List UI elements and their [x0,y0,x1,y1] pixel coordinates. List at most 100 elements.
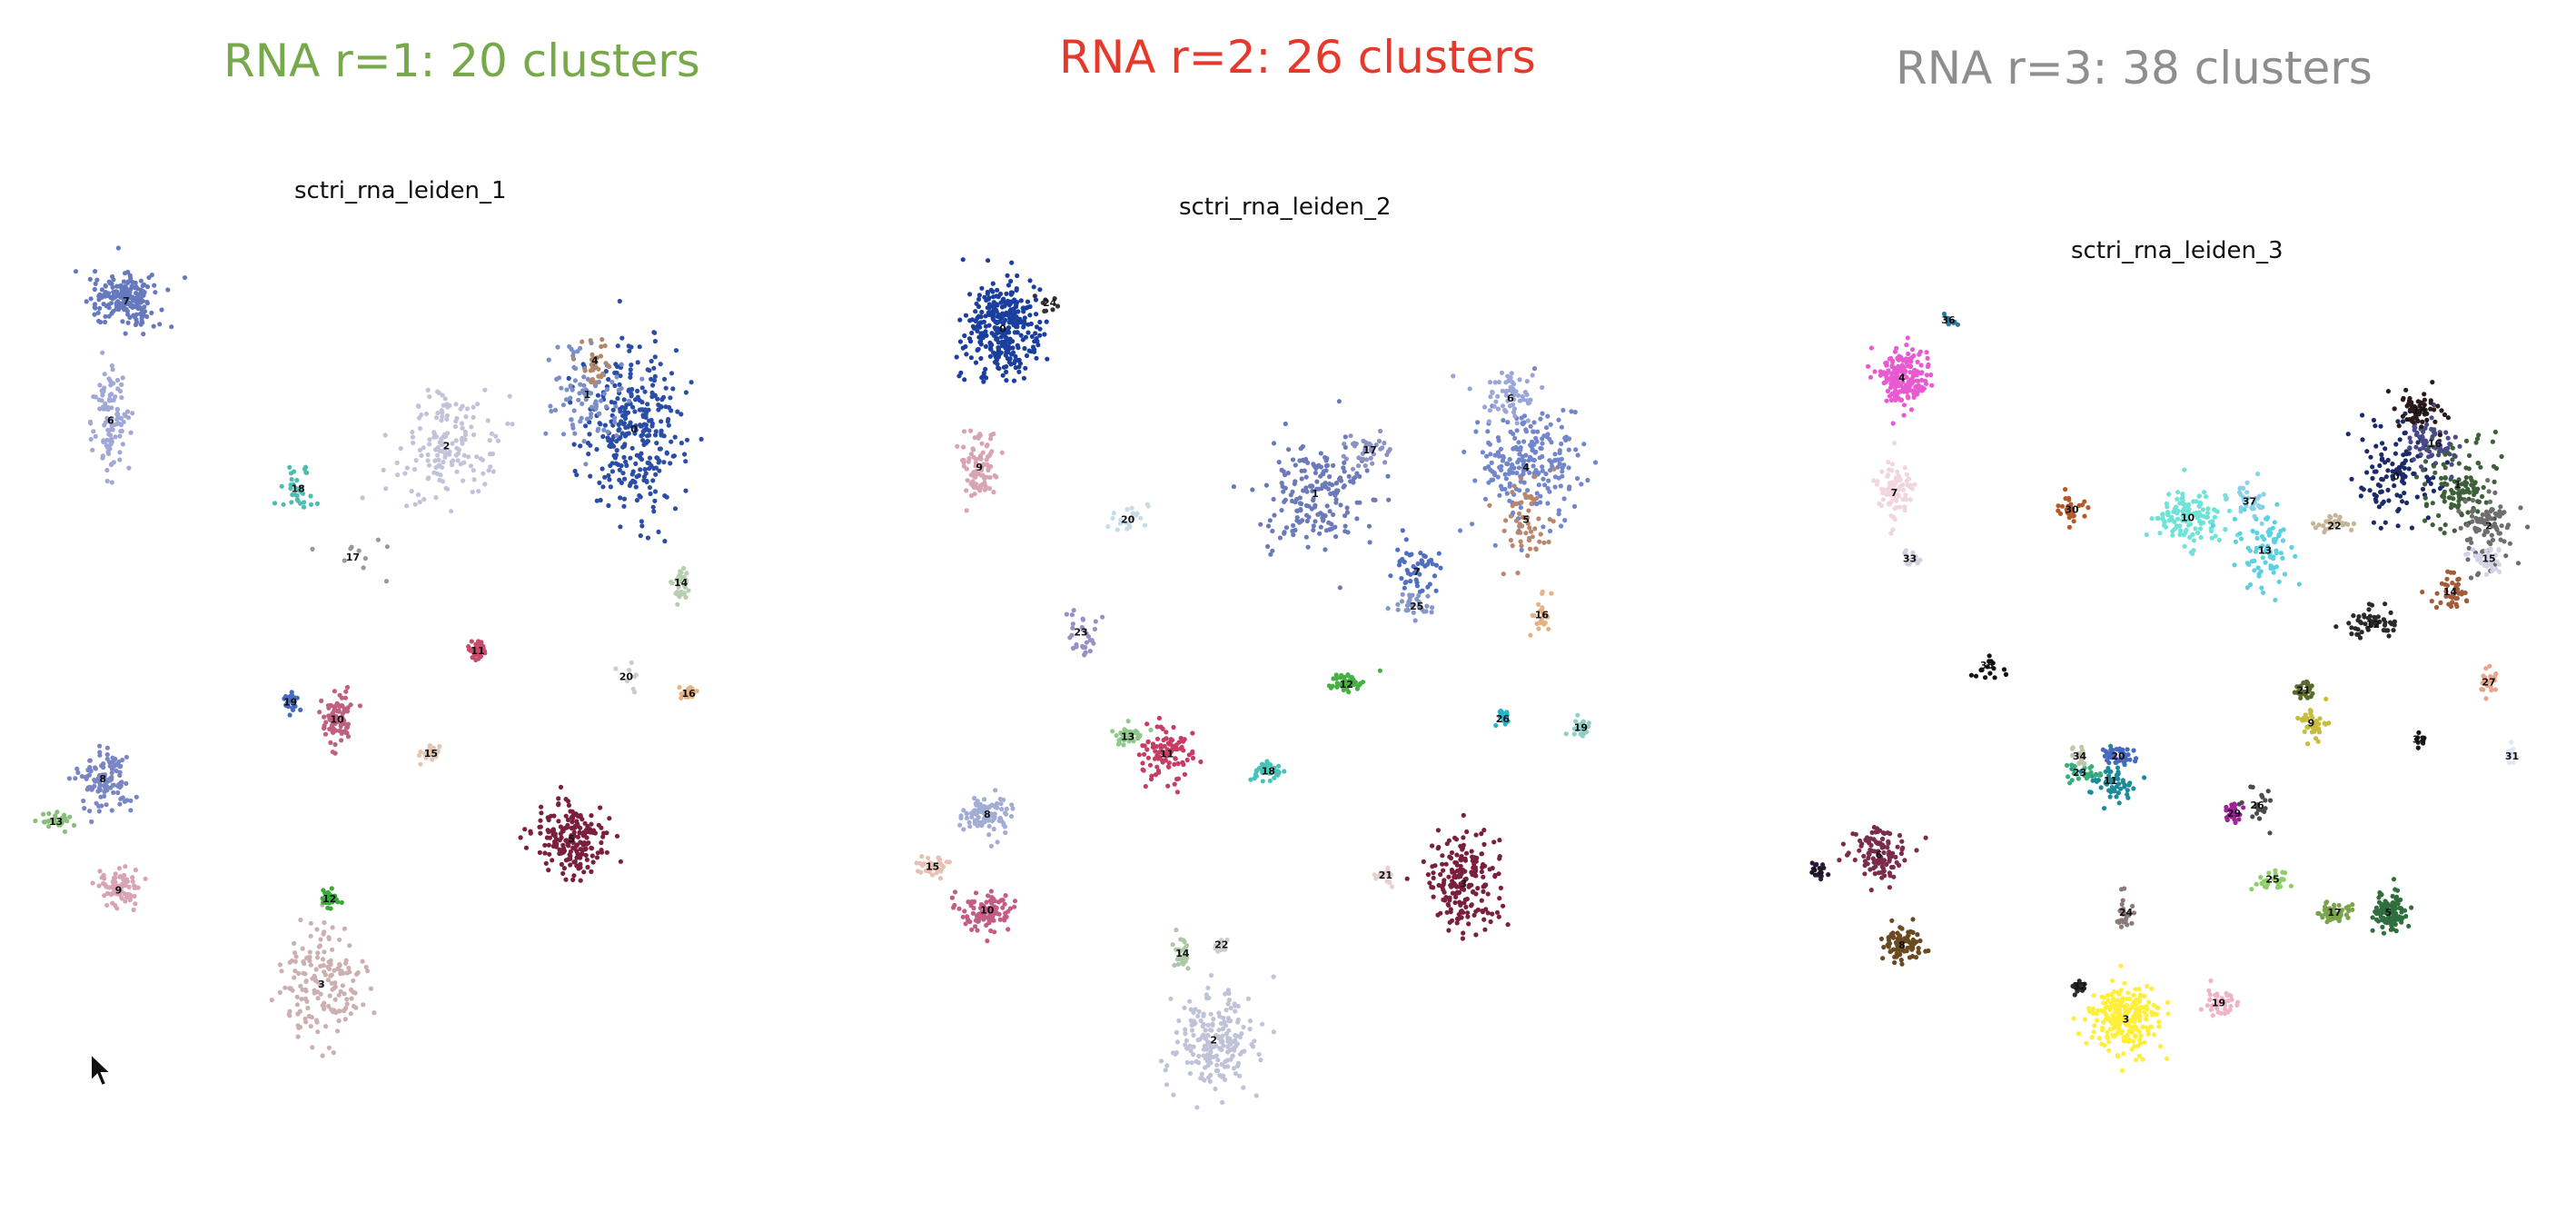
cell-point [1188,1007,1194,1012]
cell-point [2470,519,2475,524]
cell-point [2092,1023,2097,1028]
cluster-label-18: 18 [1262,766,1275,778]
cell-point [2127,1018,2134,1024]
cell-point [1213,1086,1218,1092]
cell-point [1454,862,1460,868]
cell-point [1310,488,1315,494]
cell-point [322,890,328,896]
cell-point [976,455,982,462]
cell-point [1252,1038,1257,1044]
cell-point [649,423,655,429]
cell-point [1301,488,1306,493]
cell-point [2494,527,2500,532]
cell-point [1163,1068,1168,1073]
cell-point [1125,719,1131,724]
cell-point [279,969,284,974]
cell-point [299,997,304,1002]
cell-point [1187,998,1193,1004]
cell-point [595,428,600,433]
cell-point [1542,621,1548,626]
cell-point [1282,499,1287,504]
cell-point [652,498,658,503]
cell-point [1001,313,1006,318]
cell-point [325,978,331,983]
cluster-label-11: 11 [471,645,484,657]
cell-point [612,382,618,389]
cell-point [1002,824,1007,830]
cell-point [617,298,622,304]
cell-point [652,432,659,438]
cell-point [669,371,675,376]
cell-point [1180,760,1185,765]
cell-point [1362,463,1368,469]
cell-point [1548,467,1553,473]
cell-point [1173,756,1178,761]
cell-point [584,835,590,840]
cell-point [951,905,956,910]
cell-point [1877,840,1882,846]
cell-point [1496,380,1501,385]
cluster-13-points [1110,719,1154,748]
cluster-6-points [1837,824,1928,893]
cell-point [639,519,645,524]
cell-point [1915,359,1920,364]
cell-point [292,969,298,974]
cell-point [1313,519,1318,524]
cell-point [433,495,439,501]
cell-point [2383,474,2389,480]
cell-point [1327,509,1333,514]
cell-point [2481,484,2486,491]
cell-point [1291,522,1296,528]
cell-point [565,799,571,804]
cell-point [2096,1036,2102,1041]
cell-point [569,417,574,422]
cell-point [2388,927,2393,932]
cell-point [2442,489,2447,494]
cell-point [1006,283,1012,288]
cell-point [1435,828,1441,833]
cell-point [297,487,302,492]
cell-point [1093,619,1098,624]
cell-point [1525,553,1531,559]
cell-point [2391,877,2397,882]
cell-point [927,860,933,866]
cell-point [632,431,638,436]
cell-point [137,304,143,310]
cell-point [1205,985,1211,990]
cell-point [1919,377,1925,382]
cell-point [1919,388,1925,393]
cell-point [2463,438,2470,443]
cell-point [1342,513,1348,519]
cell-point [568,383,573,389]
cell-point [292,940,297,946]
cell-point [304,998,310,1004]
cell-point [1547,517,1552,522]
cell-point [1312,463,1317,469]
cell-point [118,763,124,770]
cell-point [583,846,589,851]
cell-point [528,830,533,836]
cell-point [1348,433,1353,439]
cell-point [641,428,647,433]
cell-point [1314,486,1320,492]
cell-point [1507,403,1513,409]
cell-point [1323,481,1328,486]
cell-point [384,544,390,550]
cluster-label-20: 20 [1121,514,1135,526]
cell-point [98,794,104,800]
cell-point [293,954,299,959]
cell-point [647,432,652,438]
cell-point [433,754,439,760]
cell-point [1503,389,1509,394]
cell-point [1879,859,1885,864]
cell-point [1519,523,1525,529]
umap-plot-leiden-2: 0123456789101112131415161718192021222324… [914,257,1599,1110]
cell-point [575,834,581,839]
cell-point [1454,916,1461,921]
cell-point [46,818,52,824]
cell-point [998,898,1004,903]
cell-point [138,278,144,283]
cell-point [606,438,611,443]
cell-point [960,257,966,263]
cell-point [277,962,282,968]
